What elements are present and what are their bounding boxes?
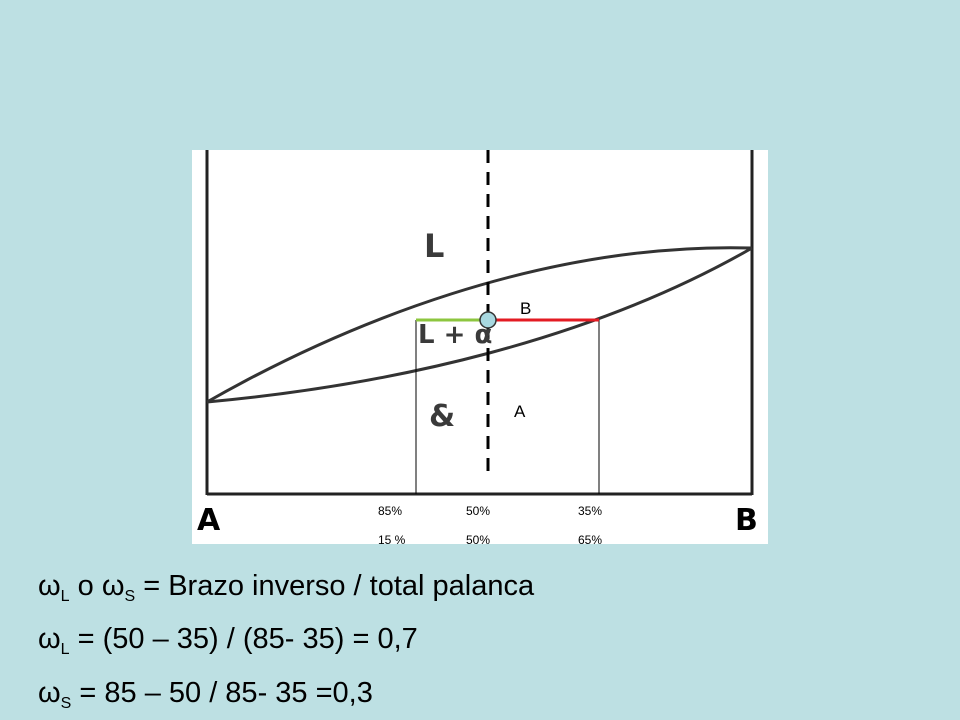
formula-line-2: ωL = (50 – 35) / (85- 35) = 0,7 — [38, 625, 418, 658]
tick-row1-left: 85% — [378, 504, 403, 518]
phase-diagram-graphic — [205, 150, 754, 496]
point-label-lower: A — [514, 402, 526, 421]
phase-two-phase-label: L + α — [418, 320, 493, 350]
omega-symbol: ω — [38, 570, 61, 602]
tick-row1-right: 35% — [578, 504, 603, 518]
formula-line-3: ωS = 85 – 50 / 85- 35 =0,3 — [38, 679, 373, 712]
formula-text: = 85 – 50 / 85- 35 =0,3 — [71, 677, 373, 709]
axis-right-label: B — [735, 503, 758, 538]
subscript: L — [60, 588, 70, 605]
omega-symbol: ω — [101, 570, 125, 602]
formula-text: = (50 – 35) / (85- 35) = 0,7 — [69, 623, 418, 655]
tick-row2-right: 65% — [578, 533, 603, 547]
liquidus-curve — [206, 246, 753, 404]
axis-left-label: A — [197, 503, 221, 538]
subscript: L — [60, 641, 70, 658]
phase-diagram: L L + α & B A A B 85% 50% 35% 15 % 50% 6… — [192, 150, 768, 547]
subscript: S — [60, 695, 72, 712]
subscript: S — [124, 588, 136, 605]
operating-point-marker — [479, 311, 497, 329]
phase-solid-label: & — [429, 399, 456, 434]
tick-row2-left: 15 % — [378, 533, 406, 547]
point-label-upper: B — [520, 299, 532, 318]
formula-text: = Brazo inverso / total palanca — [135, 570, 535, 602]
formula-line-1: ωL o ωS = Brazo inverso / total palanca — [38, 572, 534, 605]
tick-row2-center: 50% — [466, 533, 491, 547]
omega-symbol: ω — [38, 677, 61, 709]
connector-text: o — [69, 570, 102, 602]
omega-symbol: ω — [38, 623, 61, 655]
phase-liquid-label: L — [424, 227, 445, 265]
tick-row1-center: 50% — [466, 504, 491, 518]
